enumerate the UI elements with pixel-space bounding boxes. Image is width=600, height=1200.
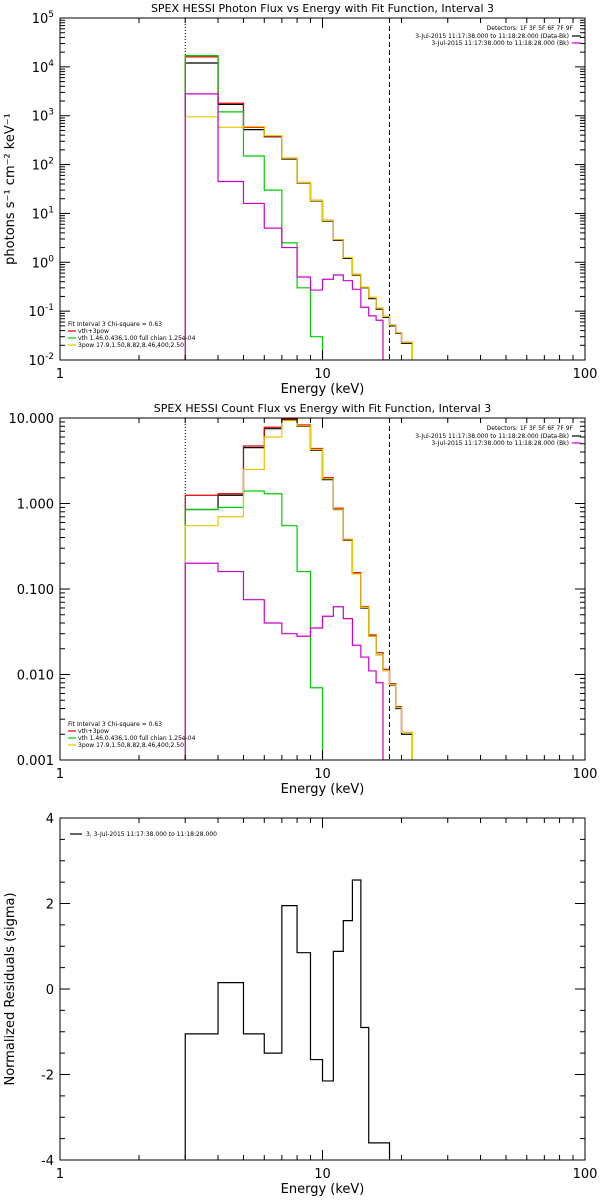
chart-panel-2: SPEX HESSI Count Flux vs Energy with Fit… (9, 402, 598, 797)
y-tick-exponent: 4 (48, 59, 54, 69)
legend-right-entry: 3-Jul-2015 11:17:38.000 to 11:18:28.000 … (415, 33, 569, 40)
y-tick-base: 10 (32, 256, 49, 271)
series-line-3 (184, 54, 324, 360)
x-tick-label: 100 (573, 1167, 598, 1182)
plot-area (184, 54, 413, 360)
y-tick-base: 10 (28, 305, 45, 320)
y-tick-label: 104 (32, 59, 55, 76)
x-tick-label: 10 (314, 367, 331, 382)
legend-left-entry: vth+3pow (78, 728, 109, 735)
y-tick-label: 4 (46, 812, 54, 827)
series-line-1 (184, 62, 413, 360)
legend-left-entry: vth 1.46,0.436,1.00 full chian 1.25e-04 (78, 335, 196, 342)
series-line-5 (184, 562, 391, 760)
y-tick-label: 100 (32, 254, 55, 271)
y-tick-label: 0.001 (17, 754, 54, 769)
x-tick-label: 100 (573, 767, 598, 782)
y-tick-exponent: -2 (45, 352, 54, 362)
series-line-4 (184, 116, 413, 360)
x-tick-label: 1 (56, 767, 64, 782)
y-tick-base: 10 (32, 110, 49, 125)
legend-left-entry: vth+3pow (78, 328, 109, 335)
x-tick-label: 10 (314, 767, 331, 782)
y-tick-exponent: 5 (48, 10, 54, 20)
y-tick-exponent: 3 (48, 108, 54, 118)
x-tick-label: 10 (314, 1167, 331, 1182)
y-tick-base: 4 (46, 812, 54, 827)
legend-left-entry: Fit Interval 3 Chi-square = 0.63 (68, 321, 162, 328)
legend-right-entry: 3-Jul-2015 11:17:38.000 to 11:18:28.000 … (431, 440, 569, 447)
y-tick-base: 10 (32, 12, 49, 27)
y-axis-label: Normalized Residuals (sigma) (3, 892, 18, 1085)
x-tick-label: 1 (56, 1167, 64, 1182)
y-tick-exponent: 1 (48, 205, 54, 215)
series-line-5 (184, 93, 391, 360)
y-tick-label: 10-1 (28, 303, 54, 320)
legend-right-entry: 3-Jul-2015 11:17:38.000 to 11:18:28.000 … (431, 40, 569, 47)
y-tick-base: 10 (32, 159, 49, 174)
y-tick-exponent: 0 (48, 254, 54, 264)
y-tick-base: 10 (28, 354, 45, 369)
legend-left-entry: Fit Interval 3 Chi-square = 0.63 (68, 721, 162, 728)
y-tick-label: 101 (32, 205, 54, 222)
x-tick-label: 100 (573, 367, 598, 382)
y-tick-label: 103 (32, 108, 54, 125)
y-axis-label: photons s⁻¹ cm⁻² keV⁻¹ (3, 113, 18, 265)
y-tick-label: 102 (32, 157, 54, 174)
x-axis-label: Energy (keV) (281, 782, 365, 797)
y-tick-label: 2 (46, 898, 54, 913)
legend-left-entry: 3pow 17.9,1.50,8.82,8.46,400,2.50 (78, 742, 184, 749)
detectors-label: Detectors: 1F 3F 5F 6F 7F 9F (487, 425, 574, 432)
y-tick-label: 0.100 (17, 583, 54, 598)
plot-area (184, 418, 413, 760)
series-line-1 (184, 419, 413, 760)
x-axis-label: Energy (keV) (281, 382, 365, 397)
chart-panel-1: SPEX HESSI Photon Flux vs Energy with Fi… (3, 2, 597, 397)
y-tick-label: 1.000 (17, 498, 54, 513)
axes-frame (59, 817, 586, 1161)
series-line-2 (184, 56, 413, 360)
y-tick-base: 1.000 (17, 498, 54, 513)
legend-left-entry: 3pow 17.9,1.50,8.82,8.46,400,2.50 (78, 342, 184, 349)
y-tick-base: -4 (41, 1154, 54, 1169)
chart-title: SPEX HESSI Photon Flux vs Energy with Fi… (151, 2, 494, 15)
y-tick-base: -2 (41, 1069, 54, 1084)
y-tick-base: 2 (46, 898, 54, 913)
series-line-3 (184, 490, 324, 760)
x-tick-label: 1 (56, 367, 64, 382)
series-line-4 (184, 420, 413, 760)
y-tick-base: 10.000 (9, 412, 55, 427)
y-tick-label: -2 (41, 1069, 54, 1084)
y-tick-label: 0.010 (17, 669, 54, 684)
legend-right-entry: 3-Jul-2015 11:17:38.000 to 11:18:28.000 … (415, 433, 569, 440)
chart-panel-3: 1 10 100 Energy (keV) -4 -2 0 2 4 Normalized Resi… (3, 812, 597, 1197)
y-tick-label: 10-2 (28, 352, 54, 369)
x-axis-label: Energy (keV) (281, 1182, 365, 1197)
y-tick-base: 0.010 (17, 669, 54, 684)
y-tick-base: 10 (32, 61, 49, 76)
series-line-1 (184, 879, 391, 1160)
y-tick-label: -4 (41, 1154, 54, 1169)
detectors-label: Detectors: 1F 3F 5F 6F 7F 9F (487, 25, 574, 32)
y-tick-label: 105 (32, 10, 54, 27)
legend-left-entry: vth 1.46,0.436,1.00 full chian 1.25e-04 (78, 735, 196, 742)
y-tick-label: 0 (46, 983, 54, 998)
y-tick-base: 0.100 (17, 583, 54, 598)
y-tick-exponent: -1 (45, 303, 54, 313)
plot-area (184, 879, 391, 1160)
chart-title: SPEX HESSI Count Flux vs Energy with Fit… (154, 402, 491, 415)
y-tick-base: 0.001 (17, 754, 54, 769)
axes-frame (59, 17, 586, 361)
residual-legend-label: 3, 3-Jul-2015 11:17:38.000 to 11:18:28.0… (86, 831, 217, 838)
y-tick-exponent: 2 (48, 157, 54, 167)
y-tick-base: 10 (32, 207, 49, 222)
y-tick-label: 10.000 (9, 412, 55, 427)
series-line-2 (184, 418, 413, 760)
y-tick-base: 0 (46, 983, 54, 998)
